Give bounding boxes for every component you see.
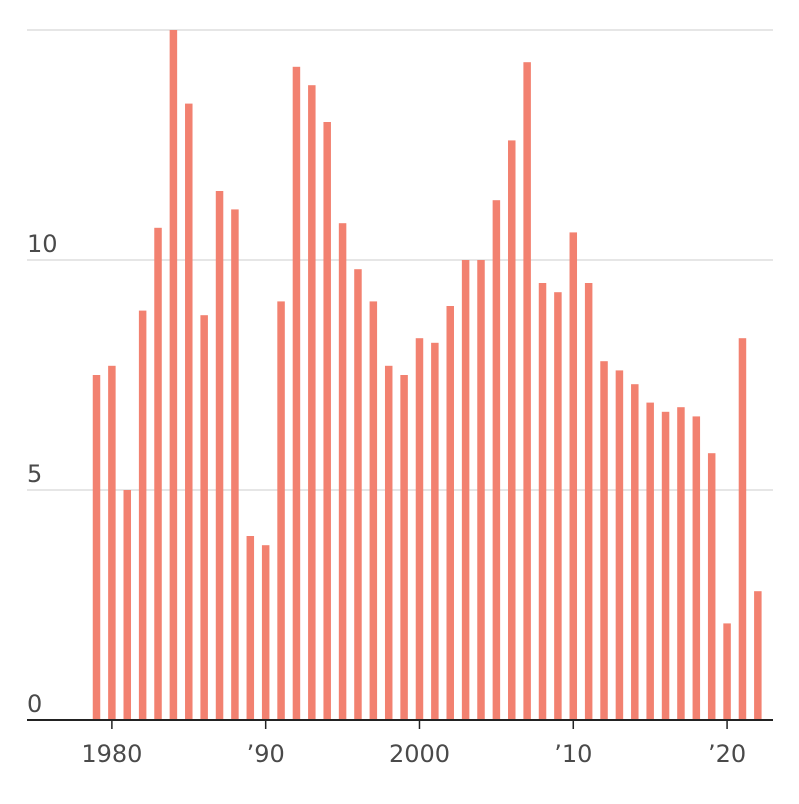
x-tick-label-2000: 2000 [389, 740, 450, 768]
bar-2019 [707, 453, 716, 720]
bar-2004 [477, 260, 485, 720]
bar-2001 [431, 342, 439, 720]
bar-1989 [246, 536, 255, 720]
bar-2003 [461, 260, 470, 720]
bar-1990 [261, 545, 270, 720]
y-tick-label-5: 5 [27, 460, 42, 488]
bar-1988 [231, 209, 239, 720]
x-tick-label-2010: ’10 [554, 740, 592, 768]
bar-1996 [354, 269, 362, 720]
bar-1995 [338, 223, 347, 720]
bar-2002 [446, 306, 454, 720]
bar-1979 [92, 375, 101, 720]
bar-2017 [677, 407, 685, 720]
bar-1993 [308, 85, 316, 720]
tick-labels: 1980 ’90 2000 ’10 ’20 0 5 10 [27, 230, 746, 768]
x-tick-label-1980: 1980 [81, 740, 142, 768]
bar-2015 [646, 402, 654, 720]
bar-1987 [215, 191, 224, 720]
x-tick-label-2020: ’20 [708, 740, 746, 768]
bar-1997 [369, 301, 378, 720]
bar-1984 [169, 30, 178, 720]
bar-2013 [615, 370, 624, 720]
bar-2011 [584, 283, 593, 720]
x-tick-label-1990: ’90 [247, 740, 285, 768]
bar-2005 [492, 200, 501, 720]
bar-2022 [754, 591, 762, 720]
bar-1999 [400, 375, 408, 720]
bar-2010 [569, 232, 578, 720]
bar-2000 [415, 338, 424, 720]
bar-2018 [692, 416, 701, 720]
bar-1982 [138, 310, 147, 720]
bar-2021 [738, 338, 747, 720]
bar-1986 [200, 315, 208, 720]
bar-1994 [323, 122, 331, 720]
bar-1998 [384, 365, 393, 720]
bar-2016 [661, 411, 670, 720]
bar-2009 [554, 292, 562, 720]
bar-1985 [185, 103, 193, 721]
bar-2008 [538, 283, 547, 720]
bar-2006 [508, 140, 516, 720]
bar-2014 [631, 384, 639, 720]
y-tick-label-0: 0 [27, 690, 42, 718]
bar-1981 [123, 490, 132, 720]
bar-1983 [154, 227, 162, 721]
bar-2020 [723, 623, 731, 720]
bar-1992 [292, 66, 301, 721]
bar-1991 [277, 301, 285, 720]
bar-2012 [600, 361, 608, 720]
x-axis [27, 719, 773, 729]
bar-2007 [523, 62, 531, 720]
bar-1980 [108, 365, 116, 720]
y-tick-label-10: 10 [27, 230, 58, 258]
bars [92, 30, 762, 721]
